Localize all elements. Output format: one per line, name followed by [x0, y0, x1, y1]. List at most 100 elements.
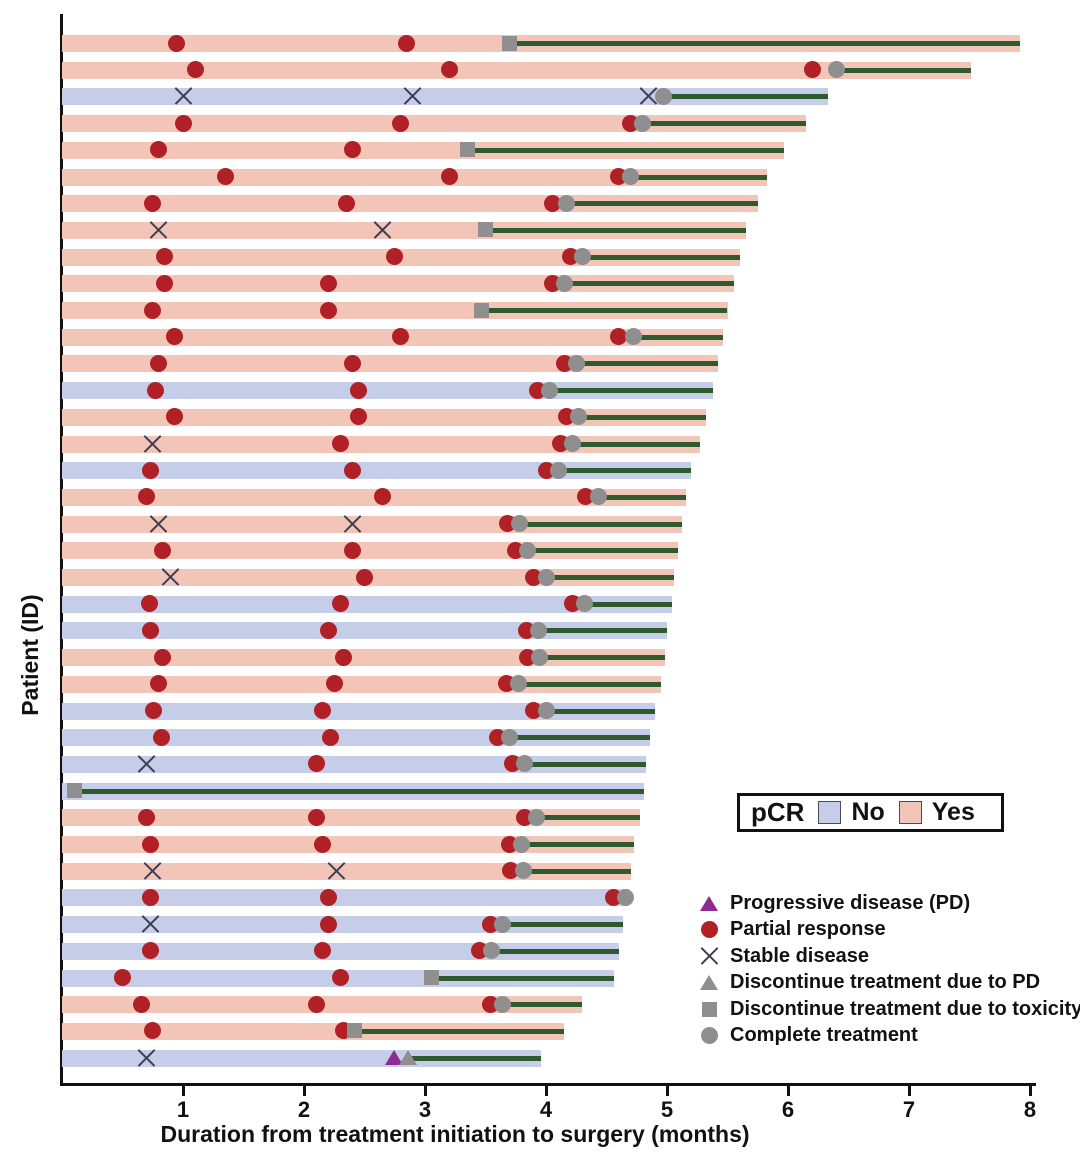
treatment-line [518, 681, 661, 687]
partial-response-marker [150, 675, 168, 693]
legend-item-dpd: Discontinue treatment due to PD [696, 970, 1040, 996]
stable-disease-marker [136, 1047, 157, 1068]
partial-response-marker [398, 34, 416, 52]
partial-response-marker [803, 61, 821, 79]
patient-row [62, 488, 1030, 506]
legend-item-sd: Stable disease [696, 943, 869, 969]
partial-response-marker [144, 301, 162, 319]
pcr-yes-label: Yes [931, 798, 975, 826]
patient-row [62, 995, 1030, 1014]
partial-response-marker [440, 61, 458, 79]
treatment-line [630, 174, 768, 180]
treatment-line [536, 815, 641, 821]
patient-row [62, 61, 1030, 79]
patient-bar [62, 168, 768, 186]
partial-response-marker [152, 728, 170, 746]
legend-label-pd: Progressive disease (PD) [730, 891, 971, 914]
patient-bar [62, 355, 718, 373]
discontinue-pd-marker [399, 1050, 418, 1066]
patient-bar [62, 141, 785, 159]
partial-response-marker [331, 435, 349, 452]
treatment-line [431, 975, 614, 981]
partial-response-marker [156, 274, 174, 292]
treatment-line [485, 227, 746, 233]
patient-row [62, 702, 1030, 720]
complete-treatment-marker [567, 354, 585, 372]
x-axis-tick [423, 1086, 427, 1096]
complete-treatment-marker [531, 648, 549, 666]
complete-treatment-marker [564, 435, 582, 452]
patient-row [62, 168, 1030, 186]
partial-response-marker [313, 702, 331, 719]
partial-response-marker [307, 995, 325, 1013]
stable-disease-marker [402, 86, 423, 107]
partial-response-marker [186, 61, 204, 79]
x-axis-tick-label: 6 [781, 1097, 795, 1122]
partial-response-marker [307, 808, 325, 826]
patient-row [62, 915, 1030, 934]
partial-response-marker [337, 194, 355, 212]
complete-treatment-marker [573, 248, 591, 266]
discontinue-toxicity-marker [474, 302, 490, 318]
x-axis-tick [786, 1086, 790, 1096]
discontinue-pd-marker [700, 975, 718, 990]
x-axis-tick [665, 1086, 669, 1096]
patient-row [62, 86, 1030, 107]
complete-treatment-marker [509, 675, 527, 693]
x-axis-line [60, 1083, 1036, 1086]
patient-bar [62, 88, 828, 106]
pcr-legend-item-no: No [818, 798, 885, 827]
partial-response-marker [150, 141, 168, 159]
patient-row [62, 274, 1030, 293]
treatment-line [576, 361, 718, 367]
partial-response-marker [114, 969, 131, 986]
partial-response-marker [156, 248, 174, 266]
patient-row [62, 248, 1030, 266]
treatment-line [633, 334, 723, 340]
stable-disease-marker [173, 86, 194, 107]
treatment-line [502, 1002, 583, 1008]
patient-row [62, 194, 1030, 213]
patient-bar [62, 61, 971, 79]
patient-bar [62, 889, 630, 907]
partial-response-marker [146, 381, 164, 399]
patient-bar [62, 702, 655, 720]
complete-treatment-marker [700, 1027, 718, 1044]
patient-row [62, 354, 1030, 373]
patient-row [62, 621, 1030, 640]
x-axis-tick-label: 1 [176, 1097, 190, 1122]
complete-treatment-marker [514, 862, 532, 880]
x-axis-tick-label: 4 [539, 1097, 553, 1122]
pcr-legend: pCR No Yes [737, 793, 1004, 832]
patient-row [62, 808, 1030, 827]
partial-response-marker [440, 168, 458, 185]
patient-bar [62, 836, 635, 853]
partial-response-marker [144, 194, 162, 212]
partial-response-marker [335, 648, 353, 666]
partial-response-marker [138, 808, 156, 826]
discontinue-toxicity-marker [423, 970, 439, 985]
partial-response-marker [319, 915, 337, 933]
legend-label-tox: Discontinue treatment due to toxicity [730, 997, 1080, 1020]
legend-icon-comp [696, 1023, 722, 1049]
partial-response-marker [331, 969, 349, 986]
treatment-line [491, 948, 619, 954]
treatment-line [523, 868, 631, 874]
x-axis-tick-label: 7 [902, 1097, 916, 1122]
patient-row [62, 513, 1030, 534]
partial-response-marker [141, 621, 159, 639]
legend-label-dpd: Discontinue treatment due to PD [730, 971, 1041, 993]
partial-response-marker [392, 328, 410, 346]
partial-response-marker [313, 835, 331, 853]
stable-disease-marker [148, 513, 169, 534]
treatment-line [578, 414, 706, 420]
treatment-line [836, 67, 971, 73]
patient-row [62, 1047, 1030, 1068]
treatment-line [546, 708, 655, 714]
stable-disease-marker [148, 219, 169, 240]
treatment-line [509, 735, 651, 741]
patient-bar [62, 462, 692, 480]
stable-disease-marker [326, 860, 347, 881]
complete-treatment-marker [527, 808, 545, 826]
complete-treatment-marker [617, 888, 635, 906]
